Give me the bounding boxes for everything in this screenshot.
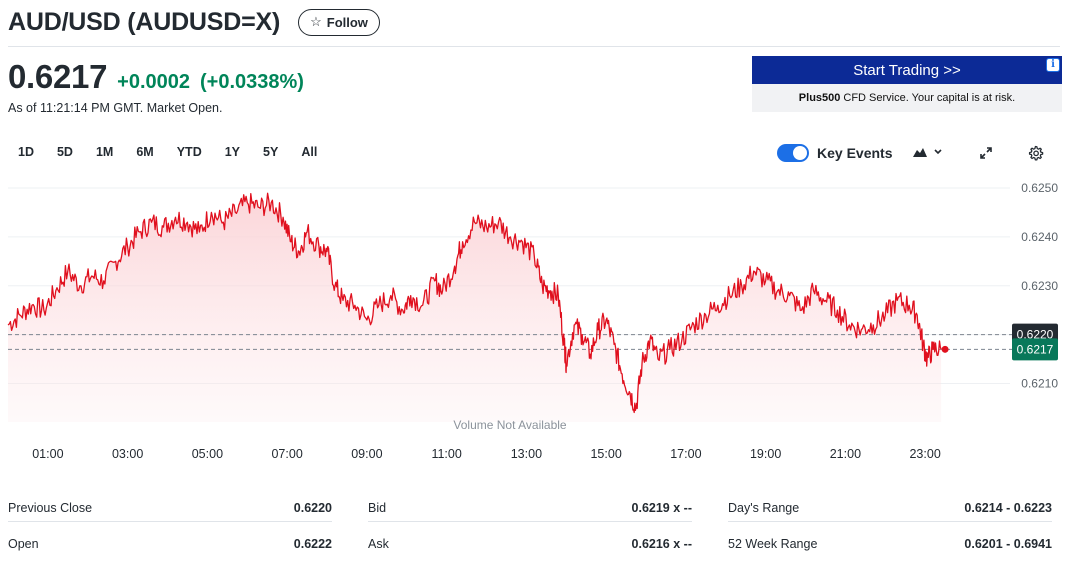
toggle-knob: [793, 146, 807, 160]
last-price-dot: [941, 345, 949, 353]
stat-label: 52 Week Range: [728, 537, 818, 551]
chevron-down-icon: [934, 149, 942, 155]
x-tick-label: 03:00: [112, 447, 143, 461]
stat-label: Previous Close: [8, 501, 93, 515]
key-events-control: Key Events: [777, 144, 892, 162]
x-tick-label: 17:00: [670, 447, 701, 461]
x-tick-label: 23:00: [909, 447, 940, 461]
price-change-percent: (+0.0338%): [200, 71, 304, 93]
star-icon: ☆: [310, 14, 322, 29]
tab-1d[interactable]: 1D: [18, 145, 34, 159]
chart-type-dropdown[interactable]: [912, 146, 943, 158]
stat-divider: [8, 521, 332, 522]
gear-icon: [1028, 145, 1044, 161]
tab-5y[interactable]: 5Y: [263, 145, 279, 159]
price-line: [7, 192, 942, 414]
tab-6m[interactable]: 6M: [136, 145, 154, 159]
x-tick-label: 13:00: [511, 447, 542, 461]
mountain-icon: [913, 148, 927, 157]
settings-button[interactable]: [1027, 145, 1044, 167]
tab-1m[interactable]: 1M: [95, 145, 114, 159]
reference-lines: [8, 334, 1012, 350]
price-chart[interactable]: 0.6250 0.6240 0.6230 0.6220 0.6210 0.62200.6…: [0, 170, 1080, 470]
x-tick-label: 11:00: [431, 447, 461, 461]
price-area: [8, 193, 942, 422]
y-tick-label: 0.6230: [1021, 279, 1058, 293]
stat-label: Day's Range: [728, 501, 800, 515]
key-events-label: Key Events: [817, 145, 893, 161]
x-tick-label: 09:00: [351, 447, 382, 461]
current-price-tag-bg: [1012, 338, 1058, 361]
x-tick-label: 19:00: [750, 447, 781, 461]
y-tick-label: 0.6250: [1021, 181, 1058, 195]
stat-value: 0.6216 x --: [631, 537, 692, 551]
x-tick-label: 01:00: [32, 447, 63, 461]
header-divider: [8, 46, 1060, 47]
ad-disclaimer: Plus500 CFD Service. Your capital is at …: [752, 84, 1062, 112]
current-price-tag-label: 0.6217: [1017, 342, 1054, 356]
stat-value: 0.6220: [293, 501, 332, 515]
x-tick-label: 05:00: [192, 447, 223, 461]
start-trading-button[interactable]: Start Trading >>: [752, 56, 1062, 84]
tab-5d[interactable]: 5D: [56, 145, 73, 159]
x-tick-label: 21:00: [830, 447, 861, 461]
expand-icon: [980, 147, 992, 159]
current-price: 0.6217: [8, 58, 108, 95]
stat-label: Bid: [368, 501, 387, 515]
x-axis: 01:00 03:00 05:00 07:00 09:00 11:00 13:00 15:00…: [32, 447, 941, 461]
previous-close-tag-label: 0.6220: [1017, 328, 1054, 342]
ad-text: CFD Service. Your capital is at risk.: [843, 92, 1016, 104]
y-tick-label: 0.6210: [1021, 377, 1058, 391]
page-title: AUD/USD (AUDUSD=X): [8, 7, 281, 36]
stat-label: Ask: [368, 537, 389, 551]
quote-row: 0.6217 +0.0002 (+0.0338%): [8, 58, 304, 96]
follow-button[interactable]: ☆ Follow: [298, 8, 380, 36]
title-row: AUD/USD (AUDUSD=X) ☆ Follow: [8, 4, 380, 40]
x-tick-label: 07:00: [271, 447, 302, 461]
expand-button[interactable]: [978, 145, 994, 166]
stat-value: 0.6201 - 0.6941: [964, 537, 1052, 551]
ad-brand: Plus500: [798, 92, 841, 104]
stat-divider: [368, 521, 692, 522]
tab-1y[interactable]: 1Y: [224, 145, 241, 159]
follow-label: Follow: [326, 14, 368, 30]
stat-value: 0.6219 x --: [631, 501, 692, 515]
info-icon[interactable]: i: [1046, 58, 1060, 72]
stat-value: 0.6222: [293, 537, 332, 551]
quote-timestamp: As of 11:21:14 PM GMT. Market Open.: [8, 101, 223, 115]
price-change: +0.0002: [117, 71, 190, 93]
ad-banner[interactable]: Start Trading >> i Plus500 CFD Service. …: [752, 56, 1062, 112]
y-tick-label: 0.6240: [1021, 230, 1058, 244]
stat-value: 0.6214 - 0.6223: [964, 501, 1052, 515]
tab-ytd[interactable]: YTD: [176, 145, 202, 159]
tab-all[interactable]: All: [301, 145, 318, 159]
volume-note: Volume Not Available: [453, 418, 567, 432]
stat-label: Open: [8, 537, 39, 551]
stat-divider: [728, 521, 1052, 522]
key-events-toggle[interactable]: [777, 144, 809, 162]
range-tabs: 1D 5D 1M 6M YTD 1Y 5Y All: [8, 143, 330, 161]
x-tick-label: 15:00: [590, 447, 621, 461]
